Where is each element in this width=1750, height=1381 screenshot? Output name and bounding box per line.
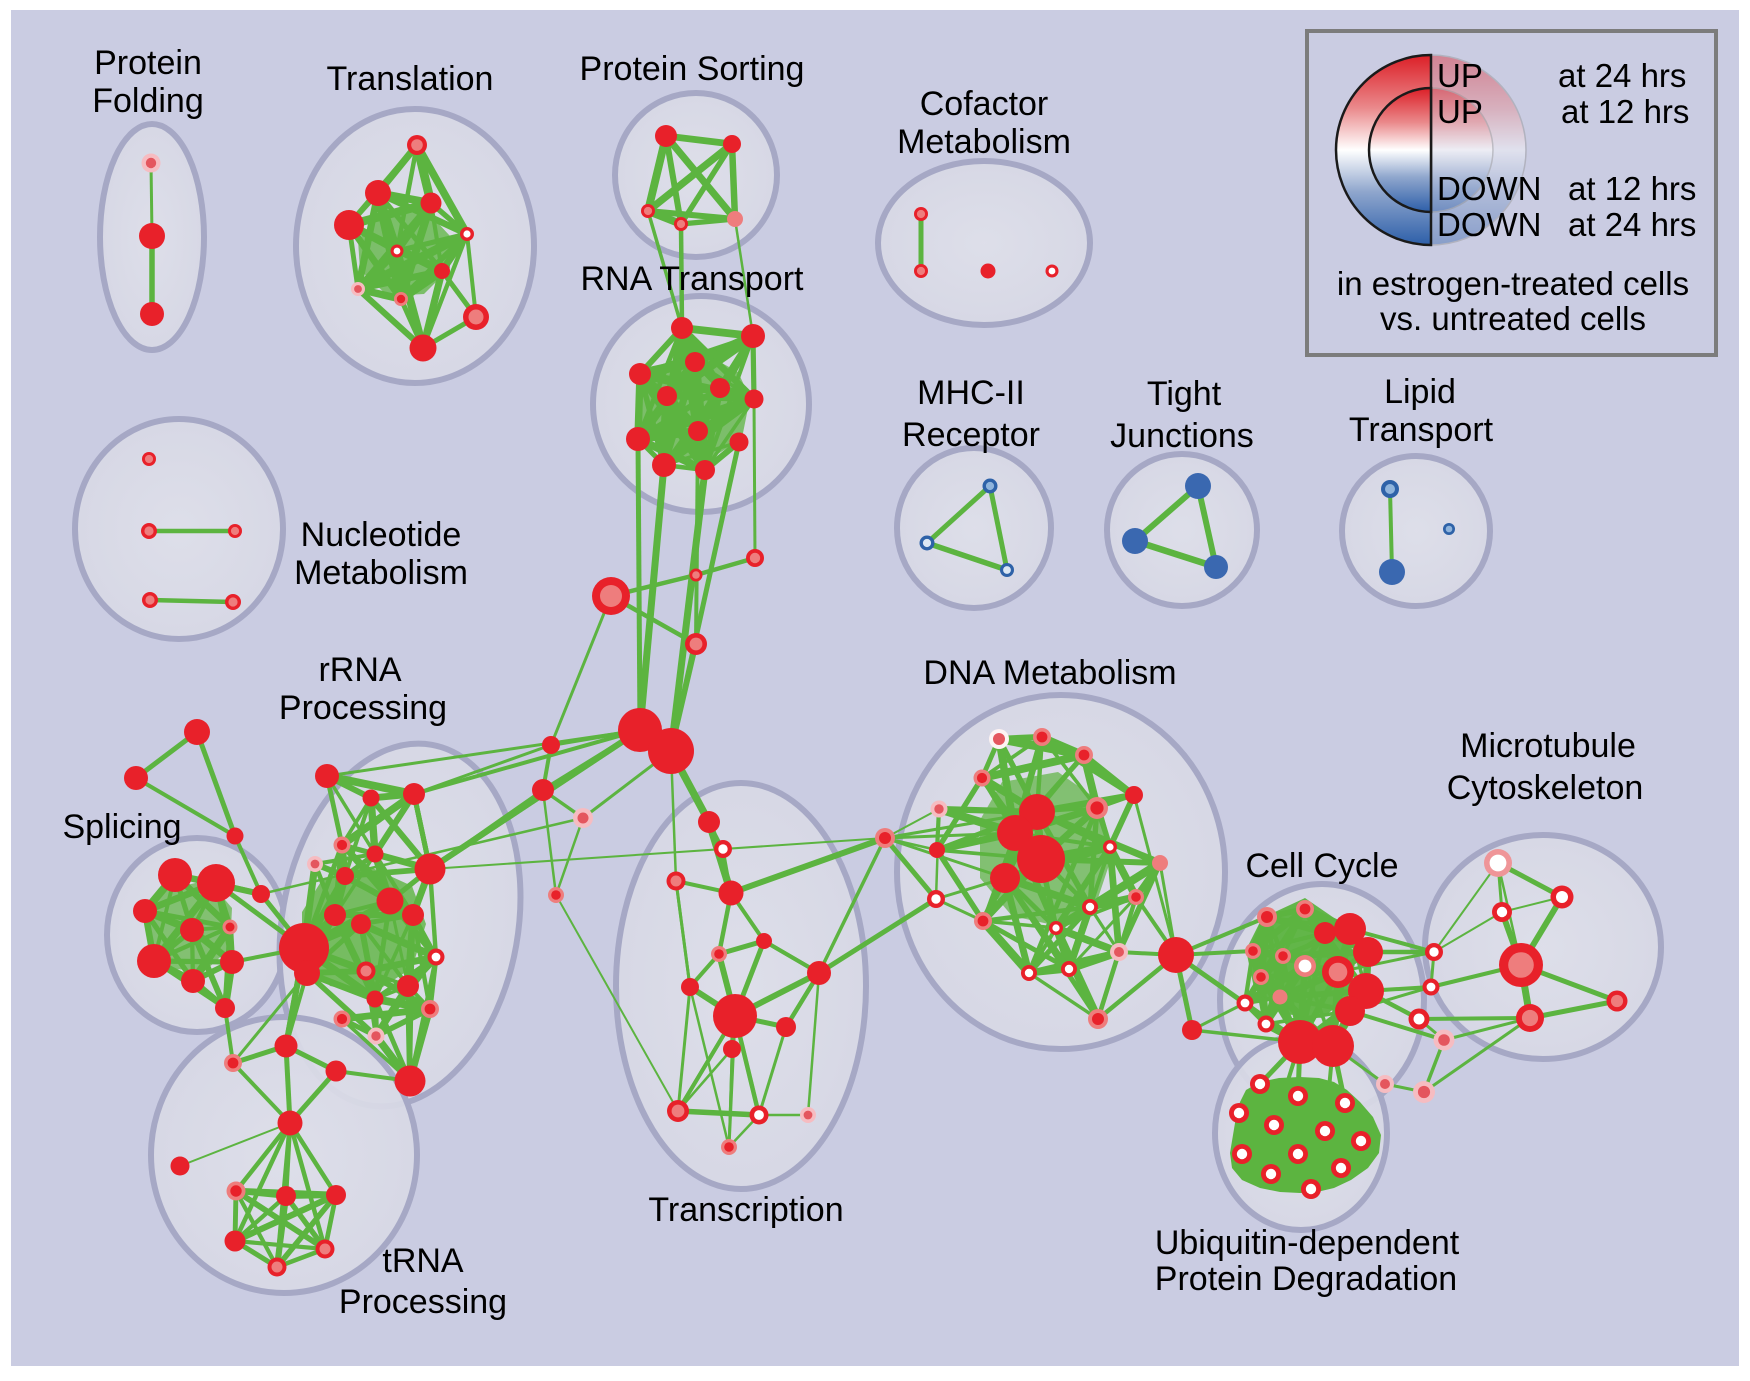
svg-text:UP: UP xyxy=(1437,57,1483,94)
svg-text:Ubiquitin-dependent: Ubiquitin-dependent xyxy=(1155,1224,1460,1262)
svg-text:MHC-II: MHC-II xyxy=(917,374,1025,412)
svg-text:at 24 hrs: at 24 hrs xyxy=(1558,57,1686,94)
svg-text:Processing: Processing xyxy=(339,1283,507,1321)
svg-text:Protein: Protein xyxy=(94,44,202,82)
svg-text:in estrogen-treated cells: in estrogen-treated cells xyxy=(1337,265,1689,302)
svg-text:UP: UP xyxy=(1437,93,1483,130)
svg-text:Cell Cycle: Cell Cycle xyxy=(1245,847,1398,885)
svg-text:Protein Degradation: Protein Degradation xyxy=(1155,1260,1457,1298)
svg-text:Junctions: Junctions xyxy=(1110,417,1254,455)
svg-text:DNA Metabolism: DNA Metabolism xyxy=(923,654,1176,692)
svg-text:at 12 hrs: at 12 hrs xyxy=(1561,93,1689,130)
svg-text:tRNA: tRNA xyxy=(382,1242,464,1280)
svg-text:at 24 hrs: at 24 hrs xyxy=(1568,206,1696,243)
svg-text:Nucleotide: Nucleotide xyxy=(301,516,462,554)
svg-text:RNA Transport: RNA Transport xyxy=(581,260,805,298)
svg-text:Tight: Tight xyxy=(1147,375,1222,413)
svg-text:Translation: Translation xyxy=(327,60,494,98)
svg-text:Processing: Processing xyxy=(279,689,447,727)
svg-text:Metabolism: Metabolism xyxy=(294,554,468,592)
svg-text:Microtubule: Microtubule xyxy=(1460,727,1636,765)
svg-text:Folding: Folding xyxy=(92,82,204,120)
svg-text:rRNA: rRNA xyxy=(318,651,401,689)
svg-text:Lipid: Lipid xyxy=(1384,373,1456,411)
svg-text:Metabolism: Metabolism xyxy=(897,123,1071,161)
svg-text:Cofactor: Cofactor xyxy=(920,85,1049,123)
svg-text:at 12 hrs: at 12 hrs xyxy=(1568,170,1696,207)
svg-text:DOWN: DOWN xyxy=(1437,170,1541,207)
svg-text:Cytoskeleton: Cytoskeleton xyxy=(1447,769,1644,807)
svg-text:Splicing: Splicing xyxy=(62,808,181,846)
svg-text:vs. untreated cells: vs. untreated cells xyxy=(1380,300,1646,337)
svg-text:DOWN: DOWN xyxy=(1437,206,1541,243)
svg-text:Protein Sorting: Protein Sorting xyxy=(580,50,805,88)
svg-text:Transport: Transport xyxy=(1349,411,1494,449)
svg-text:Transcription: Transcription xyxy=(648,1191,843,1229)
svg-text:Receptor: Receptor xyxy=(902,416,1040,454)
